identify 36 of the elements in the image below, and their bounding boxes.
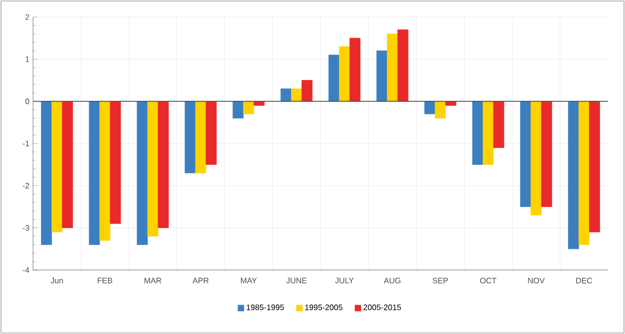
bar — [493, 101, 504, 148]
bar — [41, 101, 52, 245]
bar — [589, 101, 600, 232]
bar — [397, 29, 408, 102]
bar — [424, 101, 436, 114]
bar — [472, 101, 484, 165]
bar — [445, 101, 456, 106]
bar — [339, 46, 350, 102]
bar — [99, 101, 110, 241]
bar — [434, 101, 446, 118]
bar — [328, 54, 340, 102]
bar — [530, 101, 542, 216]
bar — [386, 34, 398, 102]
bar — [136, 101, 148, 245]
bar — [350, 38, 360, 102]
bar — [88, 101, 100, 245]
bar — [232, 101, 244, 118]
bar — [280, 88, 292, 102]
bar — [243, 101, 254, 114]
bar — [578, 101, 590, 245]
bar — [158, 101, 169, 228]
bar — [302, 80, 312, 102]
bar — [376, 50, 388, 102]
bar — [568, 101, 579, 250]
bar — [110, 101, 121, 224]
bar — [520, 101, 532, 207]
bar — [195, 101, 206, 174]
bar — [254, 101, 265, 106]
bar — [541, 101, 552, 207]
bar — [206, 101, 217, 165]
bar — [147, 101, 158, 236]
bar — [482, 101, 494, 165]
bar — [291, 88, 302, 102]
bar — [62, 101, 73, 228]
bar — [52, 101, 62, 232]
bar — [184, 101, 196, 174]
